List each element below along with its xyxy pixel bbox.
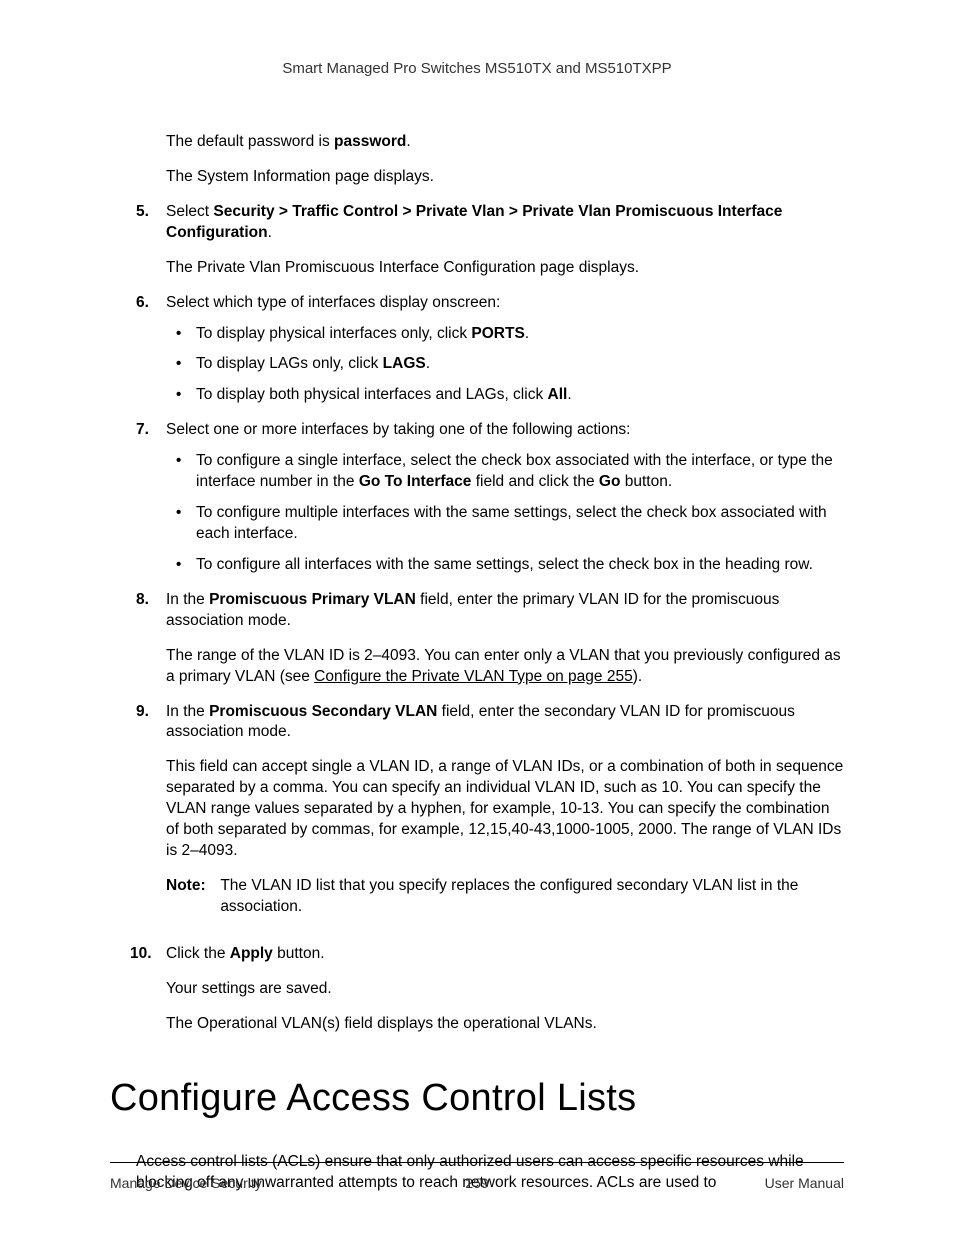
bold-lags: LAGS	[383, 355, 426, 372]
bold-go: Go	[599, 473, 621, 490]
cross-reference-link[interactable]: Configure the Private VLAN Type on page …	[314, 668, 633, 685]
step-number: 8.	[136, 590, 149, 611]
step-number: 9.	[136, 702, 149, 723]
bold-secondary-vlan: Promiscuous Secondary VLAN	[209, 703, 437, 720]
bold-goto-interface: Go To Interface	[359, 473, 472, 490]
step-number: 7.	[136, 420, 149, 441]
step-7: 7. Select one or more interfaces by taki…	[110, 420, 844, 576]
step-6: 6. Select which type of interfaces displ…	[110, 293, 844, 407]
nav-path-bold: Security > Traffic Control > Private Vla…	[166, 203, 782, 241]
list-item: To configure all interfaces with the sam…	[166, 555, 844, 576]
text: .	[426, 355, 430, 372]
list-item: To display physical interfaces only, cli…	[166, 324, 844, 345]
header-title: Smart Managed Pro Switches MS510TX and M…	[282, 60, 671, 77]
step-8: 8. In the Promiscuous Primary VLAN field…	[110, 590, 844, 688]
step-follow-text: This field can accept single a VLAN ID, …	[166, 757, 844, 862]
text: In the	[166, 591, 209, 608]
step-follow-text: The range of the VLAN ID is 2–4093. You …	[166, 646, 844, 688]
step-list: 5. Select Security > Traffic Control > P…	[110, 202, 844, 1035]
text: In the	[166, 703, 209, 720]
text: To display LAGs only, click	[196, 355, 383, 372]
text: To display physical interfaces only, cli…	[196, 325, 471, 342]
step-5: 5. Select Security > Traffic Control > P…	[110, 202, 844, 279]
text: Select	[166, 203, 213, 220]
bold-apply: Apply	[230, 945, 273, 962]
list-item: To display LAGs only, click LAGS.	[166, 354, 844, 375]
text: To display both physical interfaces and …	[196, 386, 548, 403]
footer-page-number: 259	[110, 1175, 844, 1191]
text: Click the	[166, 945, 230, 962]
text: ).	[633, 668, 642, 685]
page: Smart Managed Pro Switches MS510TX and M…	[0, 0, 954, 1235]
text: .	[567, 386, 571, 403]
note-label: Note:	[166, 876, 216, 897]
footer-divider	[110, 1162, 844, 1163]
list-item: To configure multiple interfaces with th…	[166, 503, 844, 545]
section-heading: Configure Access Control Lists	[110, 1073, 844, 1124]
para-default-password: The default password is password.	[166, 132, 844, 153]
page-header: Smart Managed Pro Switches MS510TX and M…	[110, 60, 844, 77]
text: .	[268, 224, 272, 241]
bold-ports: PORTS	[471, 325, 524, 342]
step-10: 10. Click the Apply button. Your setting…	[110, 944, 844, 1035]
step-number: 6.	[136, 293, 149, 314]
text: button.	[273, 945, 325, 962]
text: button.	[620, 473, 672, 490]
list-item: To configure a single interface, select …	[166, 451, 844, 493]
content-area: The default password is password. The Sy…	[110, 132, 844, 1194]
text: Select which type of interfaces display …	[166, 294, 500, 311]
note-block: Note: The VLAN ID list that you specify …	[166, 876, 844, 918]
step-9: 9. In the Promiscuous Secondary VLAN fie…	[110, 702, 844, 918]
step-follow-text: Your settings are saved.	[166, 979, 844, 1000]
text: Select one or more interfaces by taking …	[166, 421, 630, 438]
bold-password: password	[334, 133, 406, 150]
list-item: To display both physical interfaces and …	[166, 385, 844, 406]
step-follow-text: The Private Vlan Promiscuous Interface C…	[166, 258, 844, 279]
text: The default password is	[166, 133, 334, 150]
bold-primary-vlan: Promiscuous Primary VLAN	[209, 591, 416, 608]
note-text: The VLAN ID list that you specify replac…	[220, 876, 838, 918]
bullet-list: To configure a single interface, select …	[166, 451, 844, 576]
bullet-list: To display physical interfaces only, cli…	[166, 324, 844, 407]
text: .	[406, 133, 410, 150]
step-number: 10.	[130, 944, 152, 965]
step-number: 5.	[136, 202, 149, 223]
text: field and click the	[471, 473, 599, 490]
page-footer: Manage Device Security 259 User Manual	[110, 1175, 844, 1191]
bold-all: All	[548, 386, 568, 403]
step-follow-text: The Operational VLAN(s) field displays t…	[166, 1014, 844, 1035]
para-sys-info: The System Information page displays.	[166, 167, 844, 188]
text: .	[525, 325, 529, 342]
